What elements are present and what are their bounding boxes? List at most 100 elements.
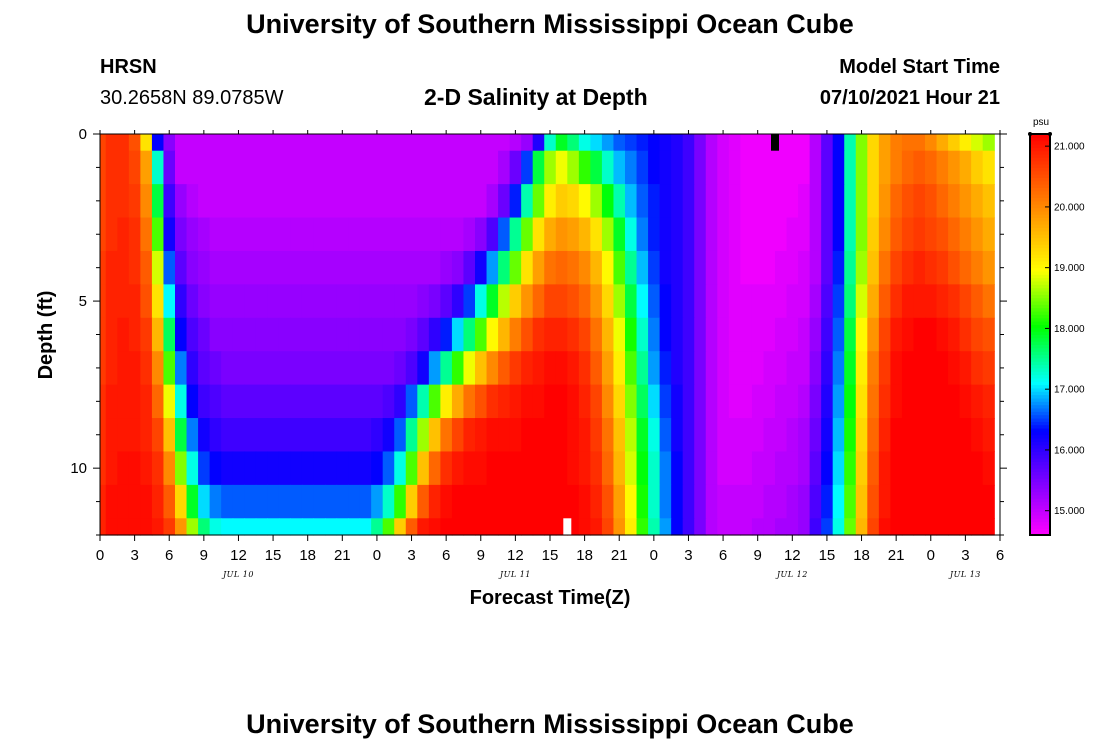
heatmap-cell xyxy=(463,518,476,536)
heatmap-cell xyxy=(832,150,845,185)
heatmap-cell xyxy=(855,384,868,419)
heatmap-cell xyxy=(359,518,372,536)
heatmap-cell xyxy=(855,217,868,252)
heatmap-cell xyxy=(128,284,141,319)
colorbar-segment xyxy=(1030,217,1050,222)
heatmap-cell xyxy=(209,250,222,285)
heatmap-cell xyxy=(382,384,395,419)
heatmap-cell xyxy=(601,217,615,252)
colorbar-segment xyxy=(1030,424,1050,429)
x-tick-label: 9 xyxy=(754,547,762,564)
heatmap-cell xyxy=(325,134,338,152)
heatmap-cell xyxy=(267,150,280,185)
heatmap-cell xyxy=(809,150,822,185)
heatmap-cell xyxy=(244,250,257,285)
colorbar-corner xyxy=(1048,132,1052,136)
heatmap-cell xyxy=(486,351,499,386)
heatmap-cell xyxy=(382,351,395,386)
heatmap-cell xyxy=(671,250,684,285)
heatmap-cell xyxy=(209,134,222,152)
heatmap-cell xyxy=(128,217,141,252)
colorbar-segment xyxy=(1030,494,1050,499)
heatmap-cell xyxy=(705,150,718,185)
heatmap-cell xyxy=(394,518,407,536)
heatmap-cell xyxy=(948,384,961,419)
heatmap-cell xyxy=(463,418,476,453)
heatmap-cell xyxy=(394,217,407,252)
heatmap-cell xyxy=(175,351,188,386)
heatmap-cell xyxy=(590,518,603,536)
heatmap-cell xyxy=(659,134,672,152)
colorbar-segment xyxy=(1030,511,1050,516)
heatmap-cell xyxy=(198,184,211,219)
heatmap-cell xyxy=(751,150,765,185)
heatmap-cell xyxy=(959,518,972,536)
heatmap-cell xyxy=(555,134,568,152)
heatmap-cell xyxy=(751,418,765,453)
heatmap-cell xyxy=(867,184,880,219)
heatmap-cell xyxy=(913,250,926,285)
heatmap-cell xyxy=(694,150,707,185)
colorbar-segment xyxy=(1030,377,1050,382)
heatmap-cell xyxy=(844,284,857,319)
x-tick-label: 12 xyxy=(230,547,247,564)
heatmap-cell xyxy=(601,384,615,419)
heatmap-cell xyxy=(221,250,234,285)
heatmap-cell xyxy=(128,184,141,219)
heatmap-cell xyxy=(278,451,291,486)
colorbar-segment xyxy=(1030,464,1050,469)
heatmap-cell xyxy=(971,451,984,486)
heatmap-cell xyxy=(532,451,545,486)
heatmap-cell xyxy=(175,184,188,219)
heatmap-cell xyxy=(336,284,349,319)
heatmap-cell xyxy=(486,317,499,352)
heatmap-cell xyxy=(982,284,995,319)
heatmap-cell xyxy=(751,250,765,285)
heatmap-cell xyxy=(301,134,315,152)
heatmap-cell xyxy=(717,351,730,386)
heatmap-cell xyxy=(671,217,684,252)
colorbar-segment xyxy=(1030,210,1050,215)
heatmap-cell xyxy=(809,217,822,252)
heatmap-cell xyxy=(371,217,384,252)
heatmap-cell xyxy=(844,184,857,219)
heatmap-cell xyxy=(394,384,407,419)
heatmap-cell xyxy=(313,134,326,152)
heatmap-cell xyxy=(855,418,868,453)
heatmap-cell xyxy=(521,418,534,453)
heatmap-cell xyxy=(509,150,522,185)
heatmap-cell xyxy=(198,384,211,419)
heatmap-cell xyxy=(705,451,718,486)
heatmap-cell xyxy=(359,384,372,419)
heatmap-cell xyxy=(244,384,257,419)
heatmap-cell xyxy=(959,317,972,352)
heatmap-cell xyxy=(959,451,972,486)
heatmap-cell xyxy=(348,484,361,519)
heatmap-cell xyxy=(359,484,372,519)
x-tick-label: 15 xyxy=(265,547,282,564)
heatmap-cell xyxy=(740,418,753,453)
heatmap-cell xyxy=(648,284,661,319)
heatmap-cell xyxy=(509,418,522,453)
colorbar-tick-label: 21.000 xyxy=(1054,142,1085,153)
heatmap-cell xyxy=(440,451,453,486)
heatmap-cell xyxy=(613,150,626,185)
heatmap-cell xyxy=(186,484,199,519)
x-tick-label: 18 xyxy=(299,547,316,564)
heatmap-cell xyxy=(751,184,765,219)
heatmap-cell xyxy=(163,217,176,252)
heatmap-cell xyxy=(209,384,222,419)
colorbar-segment xyxy=(1030,180,1050,185)
heatmap-cell xyxy=(486,384,499,419)
heatmap-cell xyxy=(809,184,822,219)
heatmap-cell xyxy=(151,284,165,319)
heatmap-cell xyxy=(821,134,834,152)
heatmap-cell xyxy=(567,134,580,152)
heatmap-cell xyxy=(175,217,188,252)
heatmap-cell xyxy=(463,484,476,519)
heatmap-cell xyxy=(463,284,476,319)
heatmap-cell xyxy=(232,418,245,453)
heatmap-cell xyxy=(809,351,822,386)
heatmap-cell xyxy=(140,217,153,252)
heatmap-cell xyxy=(244,217,257,252)
